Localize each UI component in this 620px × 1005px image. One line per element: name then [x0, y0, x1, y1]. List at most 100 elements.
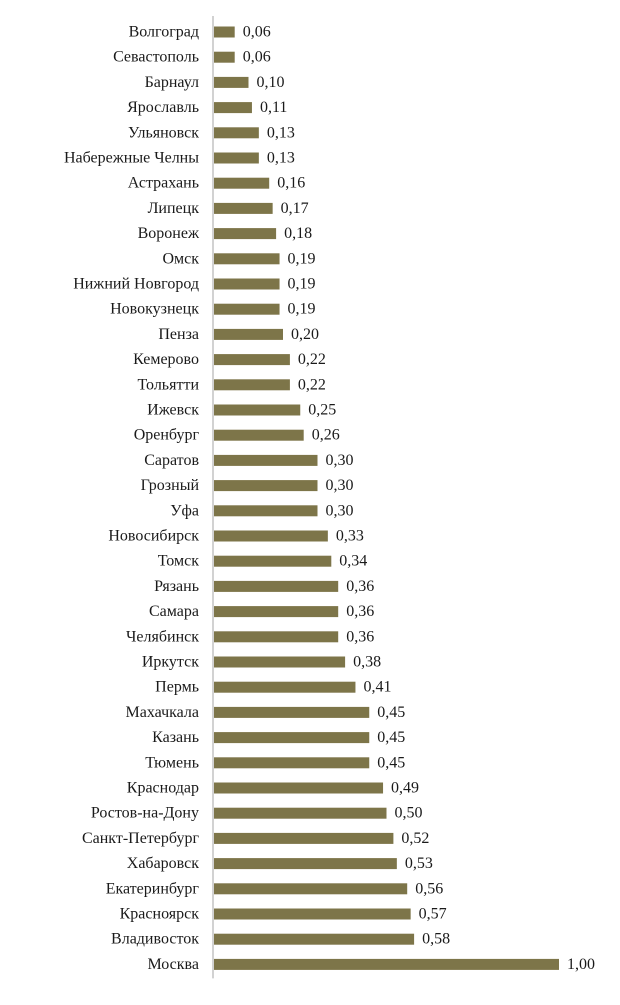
bar — [214, 177, 270, 189]
bar — [214, 505, 318, 517]
category-label: Екатеринбург — [106, 880, 200, 897]
data-label: 0,25 — [308, 402, 336, 419]
bar — [214, 454, 318, 466]
bar — [214, 908, 411, 920]
category-label: Грозный — [141, 477, 200, 494]
bar — [214, 480, 318, 492]
category-label: Ярославль — [127, 99, 199, 116]
category-label: Томск — [158, 553, 199, 570]
category-label: Хабаровск — [127, 855, 199, 872]
bar — [214, 152, 259, 164]
bar — [214, 732, 370, 744]
data-label: 0,53 — [405, 855, 433, 872]
category-label: Тюмень — [145, 754, 199, 771]
bar — [214, 253, 280, 265]
bar — [214, 631, 339, 643]
bar — [214, 807, 387, 819]
category-label: Новокузнецк — [110, 301, 199, 318]
data-label: 0,06 — [243, 49, 271, 66]
data-label: 0,34 — [339, 553, 367, 570]
bar — [214, 530, 328, 542]
category-label: Рязань — [154, 578, 199, 595]
bar — [214, 228, 277, 240]
data-label: 0,36 — [346, 578, 374, 595]
data-label: 0,17 — [281, 200, 309, 217]
category-label: Новосибирск — [108, 528, 199, 545]
bar — [214, 858, 397, 870]
data-label: 0,06 — [243, 24, 271, 41]
bar — [214, 127, 259, 139]
bar — [214, 757, 370, 769]
category-label: Ростов-на-Дону — [91, 805, 199, 822]
data-label: 0,19 — [288, 250, 316, 267]
bar — [214, 102, 252, 114]
category-label: Севастополь — [113, 49, 199, 66]
bar — [214, 278, 280, 290]
bar — [214, 606, 339, 618]
data-label: 0,30 — [326, 477, 354, 494]
data-label: 0,19 — [288, 276, 316, 293]
category-label: Саратов — [144, 452, 199, 469]
category-label: Нижний Новгород — [73, 276, 199, 293]
category-label: Уфа — [170, 502, 199, 519]
data-label: 0,45 — [377, 754, 405, 771]
bar — [214, 656, 346, 668]
category-label: Оренбург — [134, 427, 200, 444]
data-label: 0,56 — [415, 880, 443, 897]
bar — [214, 328, 283, 340]
bar — [214, 76, 249, 88]
bar — [214, 303, 280, 315]
data-label: 0,22 — [298, 351, 326, 368]
category-label: Омск — [162, 250, 199, 267]
data-label: 0,16 — [277, 175, 305, 192]
category-label: Ульяновск — [128, 124, 199, 141]
bar — [214, 958, 559, 970]
bar — [214, 26, 235, 38]
data-label: 1,00 — [567, 956, 595, 973]
category-label: Махачкала — [126, 704, 199, 721]
data-label: 0,36 — [346, 603, 374, 620]
data-label: 0,38 — [353, 654, 381, 671]
data-label: 0,13 — [267, 150, 295, 167]
data-label: 0,45 — [377, 729, 405, 746]
data-label: 0,18 — [284, 225, 312, 242]
category-label: Иркутск — [142, 654, 199, 671]
bar — [214, 706, 370, 718]
bar — [214, 555, 332, 567]
bars — [214, 26, 559, 970]
bar — [214, 404, 301, 416]
category-label: Тольятти — [137, 376, 199, 393]
data-label: 0,19 — [288, 301, 316, 318]
data-label: 0,49 — [391, 780, 419, 797]
bar — [214, 883, 408, 895]
category-label: Барнаул — [145, 74, 199, 91]
category-label: Воронеж — [138, 225, 200, 242]
category-label: Волгоград — [129, 24, 199, 41]
value-labels: 0,06 0,06 0,10 0,11 0,13 0,13 0,16 0,17 0,18 0,19… — [243, 24, 595, 973]
category-label: Самара — [149, 603, 199, 620]
category-label: Краснодар — [127, 780, 199, 797]
data-label: 0,30 — [326, 502, 354, 519]
category-label: Ижевск — [147, 402, 199, 419]
bar — [214, 832, 394, 844]
data-label: 0,45 — [377, 704, 405, 721]
data-label: 0,26 — [312, 427, 340, 444]
category-label: Кемерово — [133, 351, 199, 368]
data-label: 0,10 — [257, 74, 285, 91]
data-label: 0,52 — [401, 830, 429, 847]
data-label: 0,50 — [395, 805, 423, 822]
category-label: Пермь — [155, 679, 199, 696]
bar — [214, 681, 356, 693]
bar — [214, 782, 384, 794]
bar — [214, 933, 415, 945]
bar — [214, 51, 235, 63]
data-label: 0,57 — [419, 906, 447, 923]
category-label: Набережные Челны — [64, 150, 199, 167]
category-label: Красноярск — [120, 906, 200, 923]
category-label: Липецк — [148, 200, 200, 217]
data-label: 0,30 — [326, 452, 354, 469]
bar — [214, 429, 304, 441]
data-label: 0,22 — [298, 376, 326, 393]
data-label: 0,20 — [291, 326, 319, 343]
